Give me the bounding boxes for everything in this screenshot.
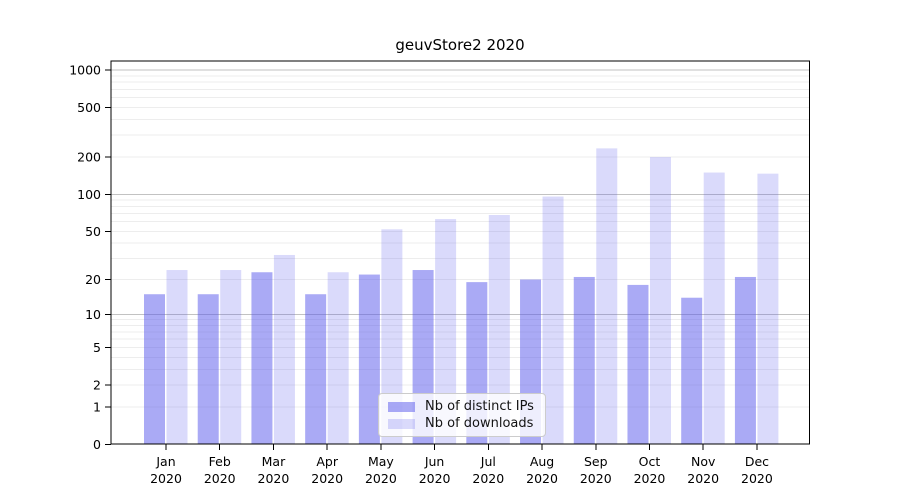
x-tick-label-year: 2020 bbox=[634, 471, 666, 486]
bar-distinct-ips bbox=[144, 294, 165, 444]
bar-downloads bbox=[435, 219, 457, 444]
x-tick-label-month: Dec bbox=[745, 454, 769, 469]
bar-distinct-ips bbox=[573, 276, 595, 444]
y-tick-label: 50 bbox=[85, 224, 101, 239]
bar-downloads bbox=[327, 272, 349, 444]
x-tick-label-month: Oct bbox=[639, 454, 661, 469]
legend-label-distinct-ips: Nb of distinct IPs bbox=[425, 399, 534, 414]
bar-downloads bbox=[703, 172, 725, 445]
x-tick-label-year: 2020 bbox=[526, 471, 558, 486]
x-tick-label-year: 2020 bbox=[687, 471, 719, 486]
bar-distinct-ips bbox=[627, 284, 649, 444]
x-tick-label-month: Aug bbox=[530, 454, 554, 469]
x-tick-label-month: Jul bbox=[480, 454, 496, 469]
bar-downloads bbox=[757, 173, 779, 444]
legend-label-downloads: Nb of downloads bbox=[425, 416, 534, 431]
y-tick-label: 20 bbox=[85, 272, 101, 287]
x-tick-label-year: 2020 bbox=[365, 471, 397, 486]
x-tick-label-month: Mar bbox=[262, 454, 286, 469]
bar-downloads bbox=[649, 157, 671, 445]
bar-distinct-ips bbox=[305, 294, 327, 444]
bar-distinct-ips bbox=[681, 297, 703, 444]
x-tick-label-year: 2020 bbox=[258, 471, 290, 486]
y-tick-label: 1000 bbox=[69, 62, 101, 77]
bar-downloads bbox=[381, 229, 403, 444]
x-tick-label-year: 2020 bbox=[311, 471, 343, 486]
bar-downloads bbox=[542, 196, 564, 444]
x-tick-label-month: Feb bbox=[209, 454, 231, 469]
y-tick-label: 2 bbox=[93, 377, 101, 392]
y-tick-label: 5 bbox=[93, 340, 101, 355]
legend-swatch-distinct-ips bbox=[388, 401, 415, 412]
y-tick-label: 200 bbox=[77, 149, 101, 164]
x-tick-label-year: 2020 bbox=[741, 471, 773, 486]
y-tick-label: 0 bbox=[93, 437, 101, 452]
legend-swatch-downloads bbox=[388, 418, 415, 429]
y-tick-label: 500 bbox=[77, 100, 101, 115]
bar-downloads bbox=[273, 254, 295, 444]
plot-border bbox=[110, 60, 810, 445]
x-tick-label-month: Jan bbox=[155, 454, 175, 469]
bar-distinct-ips bbox=[734, 276, 756, 444]
legend-item-distinct-ips: Nb of distinct IPs bbox=[388, 399, 536, 414]
chart-title: geuvStore2 2020 bbox=[395, 36, 525, 54]
bar-downloads bbox=[596, 148, 618, 444]
x-tick-label-year: 2020 bbox=[150, 471, 182, 486]
bar-distinct-ips bbox=[197, 294, 219, 444]
y-tick-label: 100 bbox=[77, 187, 101, 202]
bar-distinct-ips bbox=[358, 274, 380, 444]
y-tick-label: 10 bbox=[85, 307, 101, 322]
legend: Nb of distinct IPs Nb of downloads bbox=[378, 393, 546, 437]
x-tick-label-month: Jun bbox=[424, 454, 445, 469]
x-tick-label-year: 2020 bbox=[472, 471, 504, 486]
x-tick-label-year: 2020 bbox=[419, 471, 451, 486]
y-tick-label: 1 bbox=[93, 399, 101, 414]
bar-distinct-ips bbox=[251, 272, 273, 444]
bar-downloads bbox=[166, 270, 188, 444]
bar-downloads bbox=[488, 215, 510, 444]
x-tick-label-month: May bbox=[368, 454, 394, 469]
x-tick-label-month: Sep bbox=[584, 454, 608, 469]
x-tick-label-year: 2020 bbox=[580, 471, 612, 486]
x-tick-label-month: Apr bbox=[316, 454, 338, 469]
x-tick-label-year: 2020 bbox=[204, 471, 236, 486]
bar-downloads bbox=[220, 270, 242, 444]
legend-item-downloads: Nb of downloads bbox=[388, 416, 536, 431]
x-tick-label-month: Nov bbox=[691, 454, 716, 469]
